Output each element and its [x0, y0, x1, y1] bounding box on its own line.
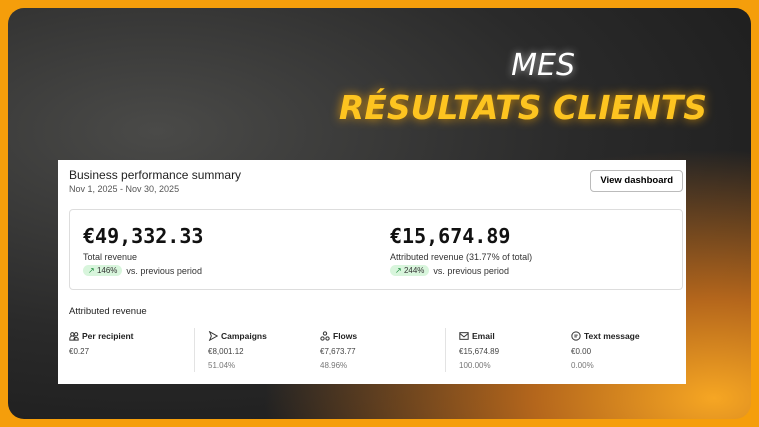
breakdown-title: Attributed revenue — [69, 306, 147, 317]
metric-label: Per recipient — [82, 331, 134, 341]
banner-line1: MES — [511, 48, 575, 83]
change-badge: ↗ 244% — [390, 265, 430, 276]
metric-value: €0.27 — [69, 347, 90, 356]
metric-per-recipient: Per recipient €0.27 — [69, 331, 134, 356]
compare-label: vs. previous period — [126, 265, 202, 276]
metric-percent: 51.04% — [208, 361, 236, 370]
attributed-revenue-value: €15,674.89 — [390, 224, 511, 248]
metric-percent: 100.00% — [459, 361, 491, 370]
panel-title: Business performance summary — [69, 168, 242, 182]
total-revenue-value: €49,332.33 — [83, 224, 204, 248]
metric-label: Email — [472, 331, 495, 341]
date-range: Nov 1, 2025 - Nov 30, 2025 — [69, 184, 180, 194]
users-icon — [69, 332, 79, 341]
background: MES RÉSULTATS CLIENTS Business performan… — [8, 8, 751, 419]
total-revenue-change: ↗ 146% vs. previous period — [83, 265, 202, 276]
attributed-revenue-label: Attributed revenue (31.77% of total) — [390, 252, 533, 262]
metric-percent: 0.00% — [571, 361, 594, 370]
metric-label: Campaigns — [221, 331, 267, 341]
change-value: 146% — [96, 266, 118, 275]
metric-percent: 48.96% — [320, 361, 348, 370]
metric-value: €8,001.12 — [208, 347, 244, 356]
total-revenue-label: Total revenue — [83, 252, 138, 262]
metric-email: Email €15,674.89 100.00% — [459, 331, 499, 370]
view-dashboard-button[interactable]: View dashboard — [590, 170, 683, 192]
metric-campaigns: Campaigns €8,001.12 51.04% — [208, 331, 267, 370]
compare-label: vs. previous period — [433, 265, 509, 276]
metric-text-message: Text message €0.00 0.00% — [571, 331, 640, 370]
change-value: 244% — [403, 266, 425, 275]
metric-value: €7,673.77 — [320, 347, 356, 356]
metric-label: Text message — [584, 331, 640, 341]
flows-icon — [320, 331, 330, 341]
divider — [194, 328, 195, 372]
banner-line2: RÉSULTATS CLIENTS — [338, 88, 707, 127]
attributed-revenue-change: ↗ 244% vs. previous period — [390, 265, 509, 276]
send-icon — [208, 331, 218, 341]
sms-icon — [571, 331, 581, 341]
metric-value: €0.00 — [571, 347, 592, 356]
mail-icon — [459, 332, 469, 340]
metric-value: €15,674.89 — [459, 347, 500, 356]
change-badge: ↗ 146% — [83, 265, 123, 276]
divider — [445, 328, 446, 372]
metric-flows: Flows €7,673.77 48.96% — [320, 331, 357, 370]
performance-summary-panel: Business performance summary Nov 1, 2025… — [58, 160, 686, 384]
revenue-card: €49,332.33 Total revenue ↗ 146% vs. previ… — [69, 209, 683, 290]
metric-label: Flows — [333, 331, 358, 341]
trend-up-icon: ↗ — [88, 266, 95, 275]
trend-up-icon: ↗ — [395, 266, 402, 275]
